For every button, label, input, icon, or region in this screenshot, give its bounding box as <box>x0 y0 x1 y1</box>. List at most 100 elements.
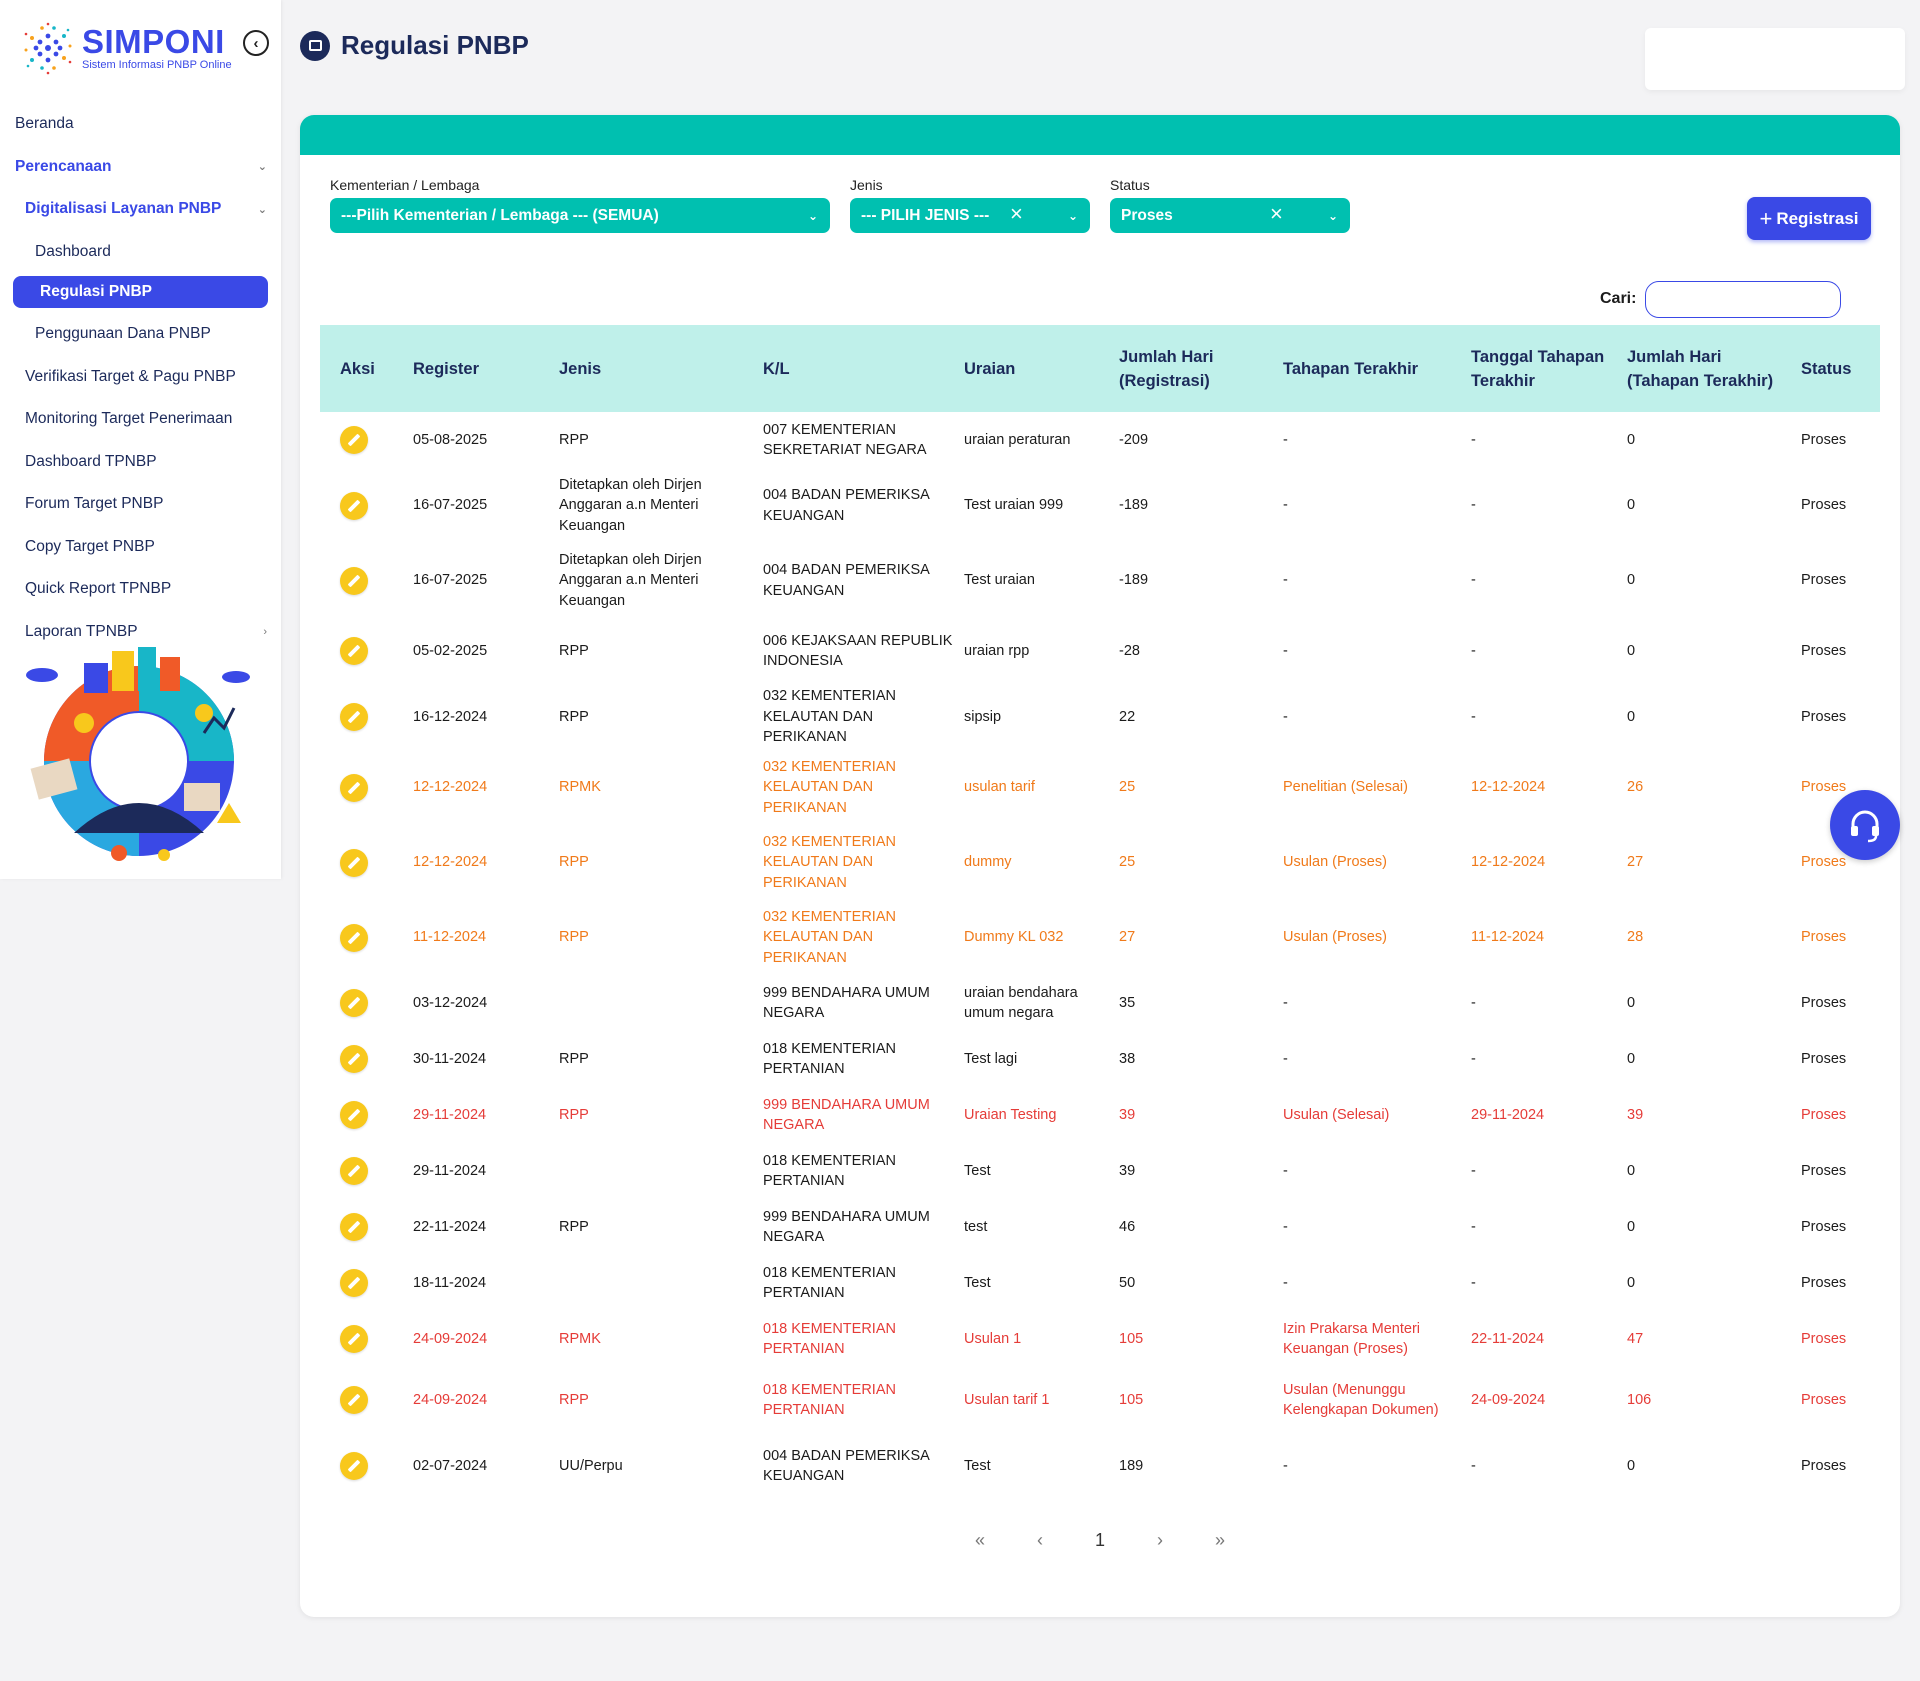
aksi-cell <box>320 825 393 900</box>
aksi-cell <box>320 1255 393 1311</box>
register-cell: 12-12-2024 <box>413 854 488 871</box>
col-kl[interactable]: K/L <box>753 325 954 412</box>
sidebar-item-verifikasi-target[interactable]: Verifikasi Target & Pagu PNBP <box>0 356 281 399</box>
card-header-bar <box>300 115 1900 155</box>
col-register[interactable]: Register <box>393 325 549 412</box>
logo[interactable]: SIMPONI Sistem Informasi PNBP Online <box>18 18 232 78</box>
pencil-icon[interactable] <box>340 637 368 665</box>
uraian-cell: uraian bendahara umum negara <box>964 984 1078 1022</box>
aksi-cell <box>320 618 393 684</box>
table-row: 22-11-2024 RPP 999 BENDAHARA UMUM NEGARA te… <box>320 1199 1880 1255</box>
kl-cell: 007 KEMENTERIAN SEKRETARIAT NEGARA <box>763 421 927 459</box>
col-status[interactable]: Status <box>1791 325 1880 412</box>
table-row: 29-11-2024 018 KEMENTERIAN PERTANIAN Test 3… <box>320 1143 1880 1199</box>
pencil-icon[interactable] <box>340 1101 368 1129</box>
sidebar-item-forum-target[interactable]: Forum Target PNBP <box>0 483 281 526</box>
sidebar-item-dashboard-tpnbp[interactable]: Dashboard TPNBP <box>0 441 281 484</box>
status-select[interactable]: Proses × ⌄ <box>1110 198 1350 233</box>
sidebar-item-digitalisasi-layanan[interactable]: Digitalisasi Layanan PNBP ⌄ <box>0 188 281 231</box>
aksi-cell <box>320 468 393 543</box>
col-jumlah-hari-tahapan[interactable]: Jumlah Hari (Tahapan Terakhir) <box>1617 325 1791 412</box>
sidebar-item-perencanaan[interactable]: Perencanaan ⌄ <box>0 146 281 189</box>
sidebar-item-copy-target[interactable]: Copy Target PNBP <box>0 526 281 569</box>
aksi-cell <box>320 684 393 750</box>
pencil-icon[interactable] <box>340 1452 368 1480</box>
uraian-cell: Test uraian <box>964 572 1035 589</box>
col-tahapan-terakhir[interactable]: Tahapan Terakhir <box>1273 325 1461 412</box>
uraian-cell: Usulan tarif 1 <box>964 1391 1050 1408</box>
registrasi-button-label: Registrasi <box>1776 208 1859 228</box>
prev-page-button[interactable]: ‹ <box>1037 1529 1043 1550</box>
sidebar-item-beranda[interactable]: Beranda <box>0 103 281 146</box>
filter-kl-label: Kementerian / Lembaga <box>330 177 480 193</box>
pencil-icon[interactable] <box>340 703 368 731</box>
headset-icon[interactable] <box>1830 790 1900 860</box>
col-jenis[interactable]: Jenis <box>549 325 753 412</box>
sidebar-item-dashboard[interactable]: Dashboard <box>0 231 281 274</box>
tanggal-tahapan-cell: 29-11-2024 <box>1471 1106 1545 1123</box>
pencil-icon[interactable] <box>340 491 368 520</box>
kl-cell: 999 BENDAHARA UMUM NEGARA <box>763 984 930 1022</box>
tahapan-terakhir-cell: Usulan (Selesai) <box>1283 1106 1390 1123</box>
kl-cell: 018 KEMENTERIAN PERTANIAN <box>763 1152 896 1190</box>
tanggal-tahapan-cell: - <box>1471 994 1476 1011</box>
jumlah-hari-registrasi-cell: -209 <box>1119 431 1149 448</box>
uraian-cell: Uraian Testing <box>964 1106 1057 1123</box>
register-cell: 03-12-2024 <box>413 994 488 1011</box>
tanggal-tahapan-cell: - <box>1471 1162 1476 1179</box>
filter-bar: Kementerian / Lembaga ---Pilih Kementeri… <box>330 175 1890 255</box>
pencil-icon[interactable] <box>340 1157 368 1185</box>
jenis-cell: RPMK <box>559 779 601 796</box>
col-tanggal-tahapan[interactable]: Tanggal Tahapan Terakhir <box>1461 325 1617 412</box>
sidebar-item-quick-report[interactable]: Quick Report TPNBP <box>0 568 281 611</box>
col-aksi[interactable]: Aksi <box>320 325 393 412</box>
pencil-icon[interactable] <box>340 1269 368 1297</box>
pencil-icon[interactable] <box>340 1045 368 1073</box>
last-page-button[interactable]: » <box>1214 1529 1225 1550</box>
sidebar-item-penggunaan-dana[interactable]: Penggunaan Dana PNBP <box>0 313 281 356</box>
col-jumlah-hari-registrasi[interactable]: Jumlah Hari (Registrasi) <box>1109 325 1273 412</box>
status-cell: Proses <box>1801 994 1847 1011</box>
jenis-select[interactable]: --- PILIH JENIS --- × ⌄ <box>850 198 1090 233</box>
clear-icon[interactable]: × <box>1270 201 1283 226</box>
first-page-button[interactable]: « <box>974 1529 985 1550</box>
aksi-cell <box>320 1143 393 1199</box>
pencil-icon[interactable] <box>340 989 368 1017</box>
page-number-button[interactable]: 1 <box>1094 1529 1105 1550</box>
uraian-cell: uraian peraturan <box>964 431 1071 448</box>
table-row: 16-07-2025 Ditetapkan oleh Dirjen Anggara… <box>320 468 1880 543</box>
pencil-icon[interactable] <box>340 848 368 877</box>
pencil-icon[interactable] <box>340 923 368 952</box>
chevron-left-circle-icon[interactable]: ‹ <box>243 30 269 56</box>
aksi-cell <box>320 412 393 468</box>
kl-cell: 999 BENDAHARA UMUM NEGARA <box>763 1096 930 1134</box>
pencil-icon[interactable] <box>340 566 368 595</box>
tanggal-tahapan-cell: 11-12-2024 <box>1471 929 1545 946</box>
next-page-button[interactable]: › <box>1157 1529 1163 1550</box>
pencil-icon[interactable] <box>340 426 368 454</box>
tanggal-tahapan-cell: 12-12-2024 <box>1471 779 1546 796</box>
registrasi-button[interactable]: + Registrasi <box>1747 197 1871 240</box>
kl-cell: 032 KEMENTERIAN KELAUTAN DAN PERIKANAN <box>763 833 896 891</box>
kl-cell: 032 KEMENTERIAN KELAUTAN DAN PERIKANAN <box>763 908 896 966</box>
sidebar-item-laporan-tpnbp[interactable]: Laporan TPNBP › <box>0 611 281 654</box>
jumlah-hari-registrasi-cell: 39 <box>1119 1162 1136 1179</box>
register-cell: 24-09-2024 <box>413 1391 488 1408</box>
kl-select[interactable]: ---Pilih Kementerian / Lembaga --- (SEMU… <box>330 198 830 233</box>
sidebar-item-regulasi-pnbp[interactable]: Regulasi PNBP <box>13 276 268 308</box>
filter-status: Status Proses × ⌄ <box>1110 175 1350 233</box>
search-row: Cari: <box>1600 280 1842 318</box>
pencil-icon[interactable] <box>340 773 368 802</box>
pencil-icon[interactable] <box>340 1325 368 1353</box>
table-row: 24-09-2024 RPP 018 KEMENTERIAN PERTANIAN Us… <box>320 1367 1880 1433</box>
list-icon <box>300 30 330 61</box>
col-uraian[interactable]: Uraian <box>954 325 1109 412</box>
clear-icon[interactable]: × <box>1010 201 1023 226</box>
pencil-icon[interactable] <box>340 1213 368 1241</box>
aksi-cell <box>320 975 393 1031</box>
sidebar-item-monitoring-target[interactable]: Monitoring Target Penerimaan <box>0 398 281 441</box>
kl-cell: 006 KEJAKSAAN REPUBLIK INDONESIA <box>763 632 953 670</box>
search-input[interactable] <box>1645 280 1842 318</box>
jumlah-hari-tahapan-cell: 0 <box>1627 1218 1636 1235</box>
pencil-icon[interactable] <box>340 1386 368 1414</box>
